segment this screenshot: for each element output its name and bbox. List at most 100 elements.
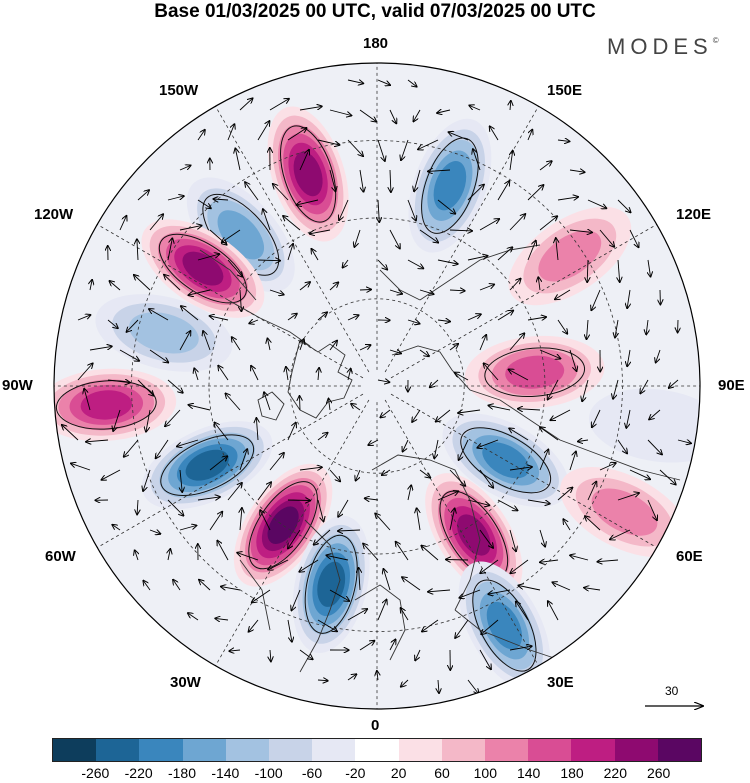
wind-arrow	[510, 101, 511, 111]
wind-arrow	[419, 229, 438, 243]
anomaly-center	[267, 106, 349, 242]
wind-arrow	[197, 497, 220, 500]
wind-arrow	[356, 469, 361, 481]
wind-arrow	[548, 601, 559, 621]
anomaly-center	[458, 561, 551, 690]
wind-arrow	[317, 680, 328, 681]
wind-arrow	[414, 109, 421, 121]
wind-arrow	[287, 314, 297, 321]
wind-arrow	[497, 499, 517, 510]
colorbar-tick-label: 180	[560, 765, 584, 781]
wind-arrow	[318, 368, 319, 381]
wind-arrow	[194, 368, 198, 381]
colorbar-segment	[485, 739, 529, 761]
map-boundary	[53, 62, 701, 710]
wind-arrow	[587, 199, 606, 208]
wind-arrow	[329, 341, 337, 351]
wind-arrow	[240, 508, 242, 531]
wind-arrow	[338, 530, 361, 531]
wind-arrow	[599, 229, 614, 247]
wind-arrow	[479, 469, 493, 488]
wind-arrow	[329, 589, 349, 601]
wind-arrow	[479, 649, 491, 669]
wind-arrow	[173, 580, 181, 591]
height-contour	[280, 125, 337, 223]
wind-arrow	[215, 423, 229, 441]
anomaly-center	[233, 463, 333, 587]
wind-arrow	[209, 456, 227, 471]
wind-arrow	[375, 514, 391, 531]
wind-arrow	[490, 126, 499, 141]
colorbar-tick-label: -60	[301, 765, 323, 781]
wind-arrow	[459, 589, 481, 598]
wind-arrow	[479, 529, 493, 548]
colorbar-segment	[182, 739, 226, 761]
wind-arrow	[107, 319, 118, 328]
wind-arrow	[354, 229, 361, 247]
wind-arrow	[646, 319, 648, 334]
colorbar-tick-label: 260	[646, 765, 671, 781]
wind-arrow	[86, 440, 109, 442]
wind-arrow	[437, 110, 451, 113]
wind-arrow	[189, 405, 211, 411]
wind-arrow	[283, 216, 301, 231]
wind-arrow	[134, 275, 151, 291]
anomaly-center	[54, 368, 177, 442]
colorbar-segment	[96, 739, 140, 761]
wind-arrow	[449, 469, 465, 486]
height-contour	[304, 534, 358, 634]
colorbar-segment	[528, 739, 572, 761]
wind-arrow	[417, 508, 421, 531]
colorbar-tick-label: -140	[211, 765, 240, 781]
colorbar-tick-label: 220	[603, 765, 628, 781]
wind-arrow	[197, 130, 205, 141]
wind-arrow	[188, 613, 199, 621]
wind-arrow	[180, 469, 182, 492]
wind-arrow	[389, 640, 396, 651]
lon-label-180: 180	[363, 35, 389, 52]
wind-arrow	[137, 499, 138, 514]
wind-arrow	[377, 139, 385, 161]
wind-arrow	[458, 410, 481, 413]
wind-arrow	[314, 529, 331, 545]
wind-arrow	[348, 369, 351, 381]
wind-arrow	[377, 671, 378, 681]
wind-arrow	[89, 346, 112, 351]
wind-arrow	[510, 151, 513, 171]
wind-arrow	[437, 320, 450, 322]
wind-vectors	[62, 80, 691, 694]
anomaly-level	[486, 601, 523, 650]
wind-arrow	[237, 553, 259, 561]
wind-arrow	[264, 392, 271, 411]
wind-arrow	[497, 311, 513, 321]
wind-arrow	[479, 219, 499, 231]
wind-arrow	[179, 226, 202, 231]
wind-arrow	[239, 98, 253, 111]
wind-arrow	[592, 409, 601, 427]
wind-arrow	[84, 389, 91, 411]
wind-arrow	[382, 469, 391, 475]
wind-arrow	[299, 282, 310, 291]
wind-arrow	[389, 109, 396, 123]
wind-arrow	[329, 109, 351, 116]
wind-arrow	[539, 450, 548, 471]
colorbar-tick-label: -20	[345, 765, 366, 781]
colorbar-segment	[571, 739, 615, 761]
wind-arrow	[222, 229, 241, 242]
wind-arrow	[317, 312, 327, 321]
wind-arrow	[268, 339, 271, 351]
wind-arrow	[402, 577, 421, 591]
wind-arrow	[647, 499, 657, 520]
wind-arrow	[252, 589, 271, 602]
lon-label-150e: 150E	[547, 82, 583, 99]
wind-arrow	[437, 199, 455, 214]
wind-arrow	[347, 609, 367, 621]
wind-arrow	[473, 149, 481, 171]
wind-arrow	[287, 500, 310, 501]
anomaly-center	[292, 515, 370, 653]
wind-arrow	[297, 199, 319, 205]
wind-arrow	[434, 439, 439, 458]
wind-arrow	[408, 485, 411, 501]
wind-arrow	[407, 259, 423, 268]
wind-arrow	[613, 379, 619, 399]
